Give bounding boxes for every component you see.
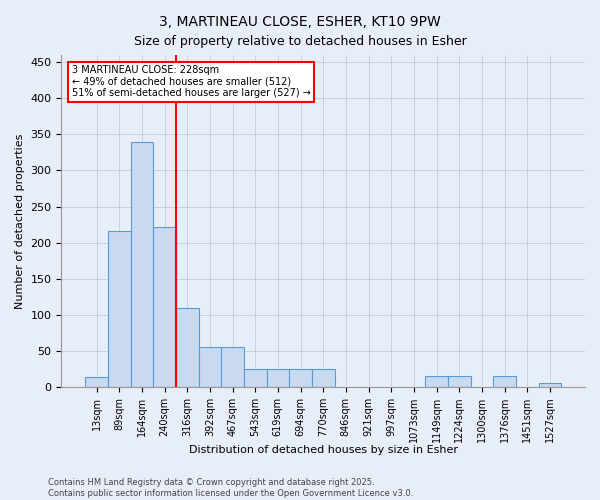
Text: Size of property relative to detached houses in Esher: Size of property relative to detached ho… bbox=[134, 35, 466, 48]
Bar bbox=[108, 231, 131, 387]
Y-axis label: Number of detached properties: Number of detached properties bbox=[15, 133, 25, 308]
Bar bbox=[244, 369, 266, 387]
Bar bbox=[131, 142, 153, 387]
Bar bbox=[448, 376, 470, 387]
Text: 3, MARTINEAU CLOSE, ESHER, KT10 9PW: 3, MARTINEAU CLOSE, ESHER, KT10 9PW bbox=[159, 15, 441, 29]
X-axis label: Distribution of detached houses by size in Esher: Distribution of detached houses by size … bbox=[189, 445, 458, 455]
Text: 3 MARTINEAU CLOSE: 228sqm
← 49% of detached houses are smaller (512)
51% of semi: 3 MARTINEAU CLOSE: 228sqm ← 49% of detac… bbox=[72, 65, 311, 98]
Bar bbox=[266, 369, 289, 387]
Bar bbox=[493, 376, 516, 387]
Bar bbox=[312, 369, 335, 387]
Bar bbox=[539, 384, 561, 387]
Bar bbox=[85, 377, 108, 387]
Bar bbox=[176, 308, 199, 387]
Bar bbox=[153, 226, 176, 387]
Bar bbox=[425, 376, 448, 387]
Text: Contains HM Land Registry data © Crown copyright and database right 2025.
Contai: Contains HM Land Registry data © Crown c… bbox=[48, 478, 413, 498]
Bar bbox=[289, 369, 312, 387]
Bar bbox=[221, 347, 244, 387]
Bar bbox=[199, 347, 221, 387]
